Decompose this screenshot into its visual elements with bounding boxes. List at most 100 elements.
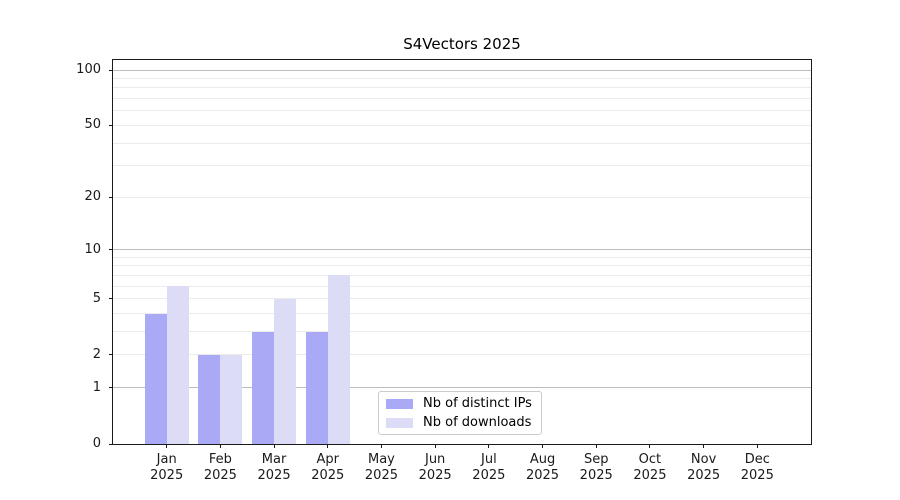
bar-downloads [274,298,297,444]
legend-swatch-downloads [386,417,413,428]
x-tick-month: Jul [481,452,497,467]
x-tick-mark [703,444,705,448]
gridline-minor [113,256,811,258]
x-tick-mark [488,444,490,448]
x-tick-year: 2025 [633,468,667,483]
legend-label-downloads: Nb of downloads [423,414,532,430]
bar-downloads [327,275,350,444]
x-tick-label: Jan 2025 [140,452,194,484]
gridline-minor [113,196,811,198]
y-tick-label: 10 [84,241,101,257]
gridline-minor [113,285,811,287]
gridline-minor [113,274,811,276]
x-tick-label: Jun 2025 [408,452,462,484]
x-tick-label: Dec 2025 [730,452,784,484]
x-tick-month: Aug [529,452,556,467]
x-tick-label: Mar 2025 [247,452,301,484]
gridline-minor [113,265,811,267]
bar-downloads [220,354,243,444]
y-tick-label: 0 [92,436,101,451]
legend: Nb of distinct IPs Nb of downloads [378,391,542,435]
x-tick-year: 2025 [687,468,721,483]
x-tick-month: Feb [208,452,232,467]
bar-distinct-ips [198,354,221,444]
gridline-minor [113,298,811,300]
x-tick-year: 2025 [203,468,237,483]
y-tick-mark [109,124,113,126]
x-tick-mark [327,444,329,448]
x-tick-mark [434,444,436,448]
y-tick-label: 5 [92,290,101,306]
x-tick-mark [166,444,168,448]
x-tick-year: 2025 [740,468,774,483]
x-tick-year: 2025 [472,468,506,483]
y-tick-label: 2 [92,346,101,362]
bar-distinct-ips [252,331,275,444]
x-tick-month: Dec [744,452,770,467]
gridline-minor [113,165,811,167]
gridline-minor [113,142,811,144]
x-tick-label: Sep 2025 [569,452,623,484]
x-tick-label: Oct 2025 [623,452,677,484]
chart-title: S4Vectors 2025 [403,35,521,53]
x-tick-month: Jan [156,452,177,467]
y-tick-mark [109,387,113,389]
x-tick-mark [542,444,544,448]
gridline-major [113,69,811,71]
legend-swatch-distinct-ips [386,398,413,409]
y-tick-mark [109,298,113,300]
legend-item-downloads: Nb of downloads [386,415,534,431]
x-tick-month: Nov [690,452,717,467]
x-tick-year: 2025 [257,468,291,483]
y-tick-label: 1 [92,379,101,395]
x-tick-mark [219,444,221,448]
x-tick-year: 2025 [311,468,345,483]
x-tick-year: 2025 [579,468,613,483]
gridline-minor [113,87,811,89]
x-tick-mark [273,444,275,448]
x-tick-month: Apr [316,452,340,467]
x-tick-mark [595,444,597,448]
gridline-minor [113,331,811,333]
x-tick-label: Nov 2025 [677,452,731,484]
gridline-minor [113,124,811,126]
bar-downloads [166,286,189,444]
x-tick-label: Feb 2025 [193,452,247,484]
y-tick-label: 50 [84,117,101,133]
plot-area [113,60,811,444]
gridline-minor [113,354,811,356]
y-tick-label: 20 [84,189,101,205]
gridline-minor [113,313,811,315]
y-tick-label: 100 [76,62,101,77]
x-tick-month: Oct [638,452,662,467]
x-tick-month: Sep [583,452,609,467]
y-tick-mark [109,249,113,251]
legend-label-distinct-ips: Nb of distinct IPs [423,395,532,411]
gridline-minor [113,98,811,100]
x-tick-month: Jun [424,452,446,467]
legend-item-distinct-ips: Nb of distinct IPs [386,396,534,412]
x-tick-year: 2025 [364,468,398,483]
x-tick-month: May [368,452,395,467]
x-tick-label: Aug 2025 [516,452,570,484]
x-tick-mark [756,444,758,448]
y-tick-mark [109,196,113,198]
gridline-major [113,249,811,251]
x-tick-month: Mar [261,452,287,467]
y-tick-mark [109,69,113,71]
gridline-minor [113,77,811,79]
x-tick-year: 2025 [150,468,184,483]
x-tick-mark [649,444,651,448]
bar-distinct-ips [305,331,328,444]
x-tick-label: May 2025 [354,452,408,484]
gridline-minor [113,110,811,112]
x-tick-label: Jul 2025 [462,452,516,484]
x-tick-year: 2025 [525,468,560,483]
gridline-major [113,387,811,389]
y-tick-mark [109,354,113,356]
x-tick-mark [380,444,382,448]
bar-distinct-ips [144,313,167,444]
x-tick-year: 2025 [418,468,452,483]
y-tick-mark [109,443,113,445]
